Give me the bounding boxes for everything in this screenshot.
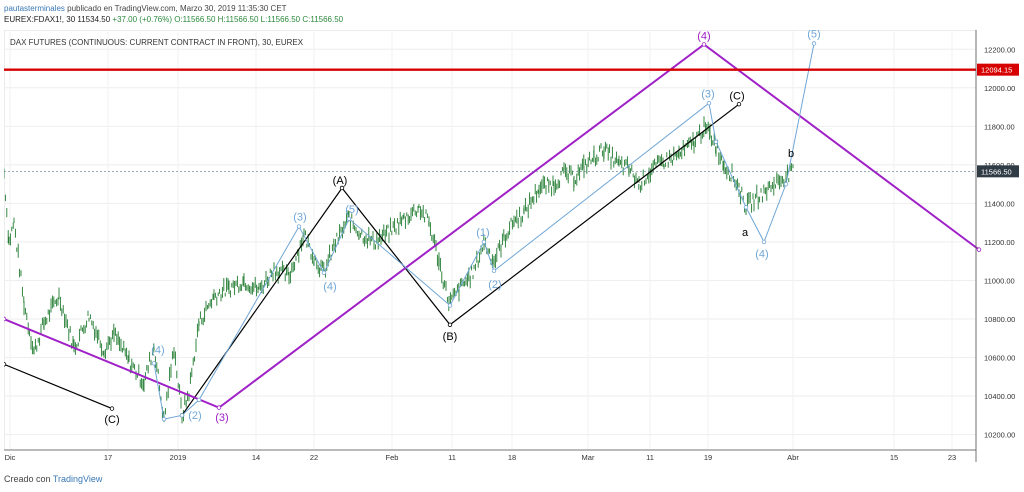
time-tick-label: 17 <box>104 453 112 462</box>
axes: 10200.00 10400.00 10600.00 10800.00 11000.00… <box>4 30 1019 462</box>
wave-anchor-point[interactable] <box>296 224 302 229</box>
wave-label: (2) <box>188 410 201 422</box>
time-tick-label: Dic <box>5 453 16 462</box>
time-tick-label: 2019 <box>170 453 187 462</box>
wave-anchor-point[interactable] <box>743 205 749 210</box>
wave-line[interactable] <box>3 363 113 410</box>
wave-anchor-point[interactable] <box>339 185 345 191</box>
time-tick-label: 19 <box>704 453 712 462</box>
wave-label: (3) <box>293 212 306 224</box>
time-tick-label: 22 <box>310 453 318 462</box>
price-tick-label: 11000.00 <box>984 276 1015 285</box>
wave-anchor-point[interactable] <box>1 316 7 322</box>
wave-line[interactable] <box>153 43 815 420</box>
price-tick-label: 10600.00 <box>984 354 1015 363</box>
wave-label: (3) <box>701 88 714 100</box>
wave-label: a <box>742 227 749 239</box>
wave-anchor-point[interactable] <box>161 416 167 422</box>
horizontal-levels <box>4 68 976 172</box>
wave-anchor-point[interactable] <box>976 247 982 252</box>
wave-anchor-point[interactable] <box>216 405 222 410</box>
wave-anchor-point[interactable] <box>1 362 7 367</box>
price-tick-label: 10400.00 <box>984 392 1015 401</box>
author-link[interactable]: pautasterminales <box>4 4 65 13</box>
wave-labels: (C) (A) (B) (C) (3) (4) (2) (3) (4) (5) (1) (2) (3) (… <box>104 29 820 426</box>
price-chart[interactable]: (C) (A) (B) (C) (3) (4) (2) (3) (4) (5) (1) (2) (3) (… <box>1 29 1020 462</box>
time-tick-label: 23 <box>948 453 956 462</box>
wave-anchor-point[interactable] <box>701 42 707 47</box>
change-value: +37.00 (+0.76%) <box>112 15 172 24</box>
wave-anchor-point[interactable] <box>179 413 185 418</box>
footer: Creado con TradingView <box>4 474 102 484</box>
chart-title: DAX FUTURES (CONTINUOUS: CURRENT CONTRAC… <box>10 38 304 47</box>
wave-label: (C) <box>104 414 119 426</box>
wave-anchor-point[interactable] <box>346 216 352 222</box>
open-value: 11534.50 <box>77 15 111 24</box>
price-tick-label: 10800.00 <box>984 315 1015 324</box>
wave-label: (3) <box>215 412 228 424</box>
wave-anchor-point[interactable] <box>783 181 789 187</box>
wave-label: (5) <box>345 204 358 216</box>
wave-label: (1) <box>476 227 489 239</box>
price-tick-label: 12000.00 <box>984 84 1015 93</box>
resistance-price-label: 12094.15 <box>981 66 1012 75</box>
time-tick-label: 11 <box>646 453 654 462</box>
wave-anchor-point[interactable] <box>447 322 453 327</box>
time-tick-label: Abr <box>787 453 799 462</box>
grid-lines <box>3 29 977 451</box>
wave-label: (4) <box>697 31 710 43</box>
publish-line: pautasterminales publicado en TradingVie… <box>4 3 343 14</box>
time-tick-label: Mar <box>582 453 595 462</box>
plot-background <box>3 29 977 451</box>
time-tick-label: 18 <box>508 453 516 462</box>
tradingview-logo[interactable]: TradingView <box>52 474 103 484</box>
wave-label: (C) <box>729 90 744 102</box>
wave-anchor-point[interactable] <box>736 101 742 107</box>
symbol-line: EUREX:FDAX1!, 30 11534.50 +37.00 (+0.76%… <box>4 14 343 25</box>
price-series <box>3 116 794 424</box>
wave-label: (4) <box>755 248 768 260</box>
wave-label: (B) <box>443 331 458 343</box>
current-price-tag <box>977 165 1019 178</box>
wave-label: (5) <box>807 30 820 41</box>
chart-header: pautasterminales publicado en TradingVie… <box>4 3 343 25</box>
symbol-text: EUREX:FDAX1!, 30 <box>4 15 76 24</box>
wave-label: (A) <box>333 175 348 187</box>
wave-anchor-point[interactable] <box>321 270 327 275</box>
wave-anchor-point[interactable] <box>761 239 767 245</box>
wave-label: (4) <box>323 281 336 293</box>
chart-area[interactable]: (C) (A) (B) (C) (3) (4) (2) (3) (4) (5) (1) (2) (3) (… <box>1 29 1020 462</box>
wave-line[interactable] <box>181 103 740 416</box>
time-tick-label: 15 <box>890 453 898 462</box>
wave-label: (4) <box>151 345 164 357</box>
wave-anchor-point[interactable] <box>447 303 453 308</box>
price-tick-label: 11800.00 <box>984 122 1015 131</box>
elliott-wave-lines <box>1 41 982 422</box>
wave-anchor-point[interactable] <box>481 239 487 245</box>
publish-info: publicado en TradingView.com, Marzo 30, … <box>67 4 287 13</box>
wave-line[interactable] <box>3 43 980 409</box>
wave-anchor-point[interactable] <box>196 397 202 403</box>
time-tick-label: Feb <box>386 453 399 462</box>
price-tick-label: 10200.00 <box>984 431 1015 440</box>
price-tick-label: 11400.00 <box>984 199 1015 208</box>
wave-anchor-point[interactable] <box>706 101 712 106</box>
current-price-label: 11566.50 <box>981 167 1012 176</box>
wave-anchor-point[interactable] <box>491 268 497 274</box>
wave-label: b <box>788 148 794 160</box>
footer-prefix: Creado con <box>4 474 51 484</box>
resistance-price-tag <box>977 63 1019 76</box>
wave-anchor-point[interactable] <box>151 361 157 366</box>
wave-label: (2) <box>488 279 501 291</box>
wave-anchor-point[interactable] <box>109 406 115 411</box>
ohlc-values: O:11566.50 H:11566.50 L:11566.50 C:11566… <box>174 15 344 24</box>
price-tick-label: 11200.00 <box>984 238 1015 247</box>
time-tick-label: 11 <box>448 453 456 462</box>
wave-anchor-point[interactable] <box>713 139 719 144</box>
wave-anchor-point[interactable] <box>811 41 817 46</box>
time-tick-label: 14 <box>252 453 260 462</box>
price-tick-label: 12200.00 <box>984 45 1015 54</box>
